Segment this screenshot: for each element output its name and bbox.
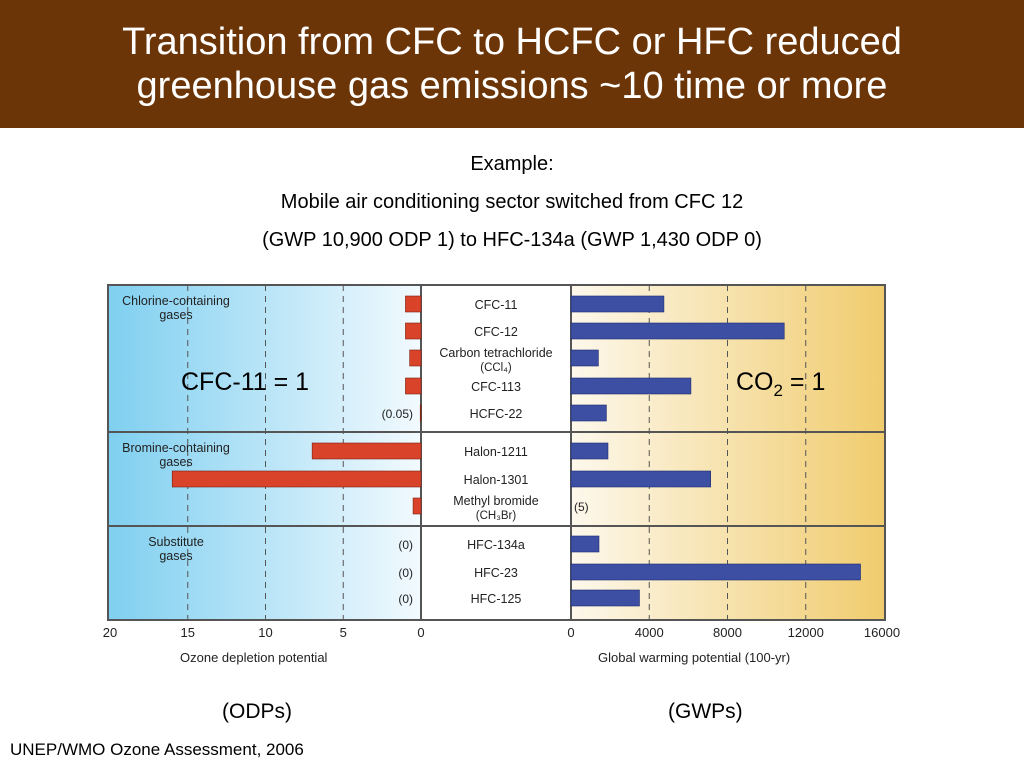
odp-bar [412, 497, 422, 515]
gwp-tick-label: 0 [567, 625, 574, 640]
odp-gwp-chart: Chlorine-containinggasesBromine-containi… [103, 284, 900, 665]
gwp-bar [570, 404, 607, 422]
cfc11-reference-label: CFC-11 = 1 [181, 368, 310, 396]
odp-tick-label: 15 [181, 625, 195, 640]
odp-bar [405, 377, 422, 395]
gwp-bar [570, 535, 600, 553]
gas-name-label: HFC-23 [474, 566, 518, 580]
gwp-bar [570, 295, 665, 313]
odp-bar [419, 404, 422, 422]
gwp-axis-label: Global warming potential (100-yr) [598, 650, 790, 665]
odp-caption: (ODPs) [222, 700, 292, 723]
odp-bar [405, 322, 422, 340]
group-label-line1: Chlorine-containing [122, 294, 230, 308]
odp-bar [171, 470, 422, 488]
gwp-caption: (GWPs) [668, 700, 743, 723]
co2-reference-label: CO2 = 1 [736, 368, 825, 401]
gas-name-label: CFC-12 [474, 325, 518, 339]
gas-name-label: Halon-1211 [464, 445, 528, 459]
gas-name-label: CFC-113 [471, 380, 521, 394]
gas-name-label: CFC-11 [475, 298, 518, 312]
example-label: Example: [470, 153, 554, 175]
gas-name-label: Halon-1301 [464, 473, 529, 487]
odp-tick-label: 10 [258, 625, 272, 640]
gwp-bar [570, 442, 609, 460]
title-bar: Transition from CFC to HCFC or HFC reduc… [0, 0, 1024, 128]
gas-name-label: HFC-125 [471, 592, 522, 606]
group-label-line1: Substitute [148, 535, 204, 549]
group-label-line2: gases [159, 549, 192, 563]
gas-name-column [421, 285, 571, 620]
example-line-2: Mobile air conditioning sector switched … [280, 191, 744, 213]
citation: UNEP/WMO Ozone Assessment, 2006 [10, 740, 304, 759]
gwp-bar [570, 470, 711, 488]
gas-name-label: Carbon tetrachloride [439, 346, 552, 360]
gwp-tick-label: 4000 [635, 625, 664, 640]
gas-formula-label: (CCl₄) [480, 362, 512, 374]
gas-name-label: Methyl bromide [453, 494, 538, 508]
odp-value-note: (0) [398, 566, 413, 580]
gas-name-label: HFC-134a [467, 538, 525, 552]
odp-axis-label: Ozone depletion potential [180, 650, 328, 665]
gas-name-label: HCFC-22 [470, 407, 523, 421]
gwp-bar [570, 589, 640, 607]
group-label-line2: gases [159, 308, 192, 322]
gwp-tick-label: 12000 [788, 625, 824, 640]
odp-value-note: (0) [398, 592, 413, 606]
gwp-tick-label: 16000 [864, 625, 900, 640]
co2-ref-sub: 2 [773, 381, 783, 400]
co2-ref-suffix: = 1 [782, 368, 826, 396]
gwp-tick-label: 8000 [713, 625, 742, 640]
odp-bar [405, 295, 422, 313]
title-line-2: greenhouse gas emissions ~10 time or mor… [136, 65, 888, 107]
odp-tick-label: 20 [103, 625, 117, 640]
title-line-1: Transition from CFC to HCFC or HFC reduc… [122, 21, 902, 63]
odp-tick-label: 5 [340, 625, 347, 640]
group-label-line1: Bromine-containing [122, 441, 230, 455]
odp-value-note: (0.05) [382, 407, 413, 421]
odp-bar [409, 349, 422, 367]
gwp-bar [570, 322, 785, 340]
odp-bar [311, 442, 422, 460]
gwp-bar [570, 349, 599, 367]
group-label-line2: gases [159, 455, 192, 469]
example-line-3: (GWP 10,900 ODP 1) to HFC-134a (GWP 1,43… [262, 229, 762, 251]
co2-ref-main: CO [736, 368, 774, 396]
gwp-bar [570, 563, 861, 581]
odp-value-note: (0) [398, 538, 413, 552]
slide-title: Transition from CFC to HCFC or HFC reduc… [72, 20, 952, 108]
gwp-value-note: (5) [574, 500, 589, 514]
odp-tick-label: 0 [417, 625, 424, 640]
gwp-bar [570, 377, 692, 395]
gas-formula-label: (CH₃Br) [476, 510, 517, 522]
chart-frame [107, 284, 886, 621]
